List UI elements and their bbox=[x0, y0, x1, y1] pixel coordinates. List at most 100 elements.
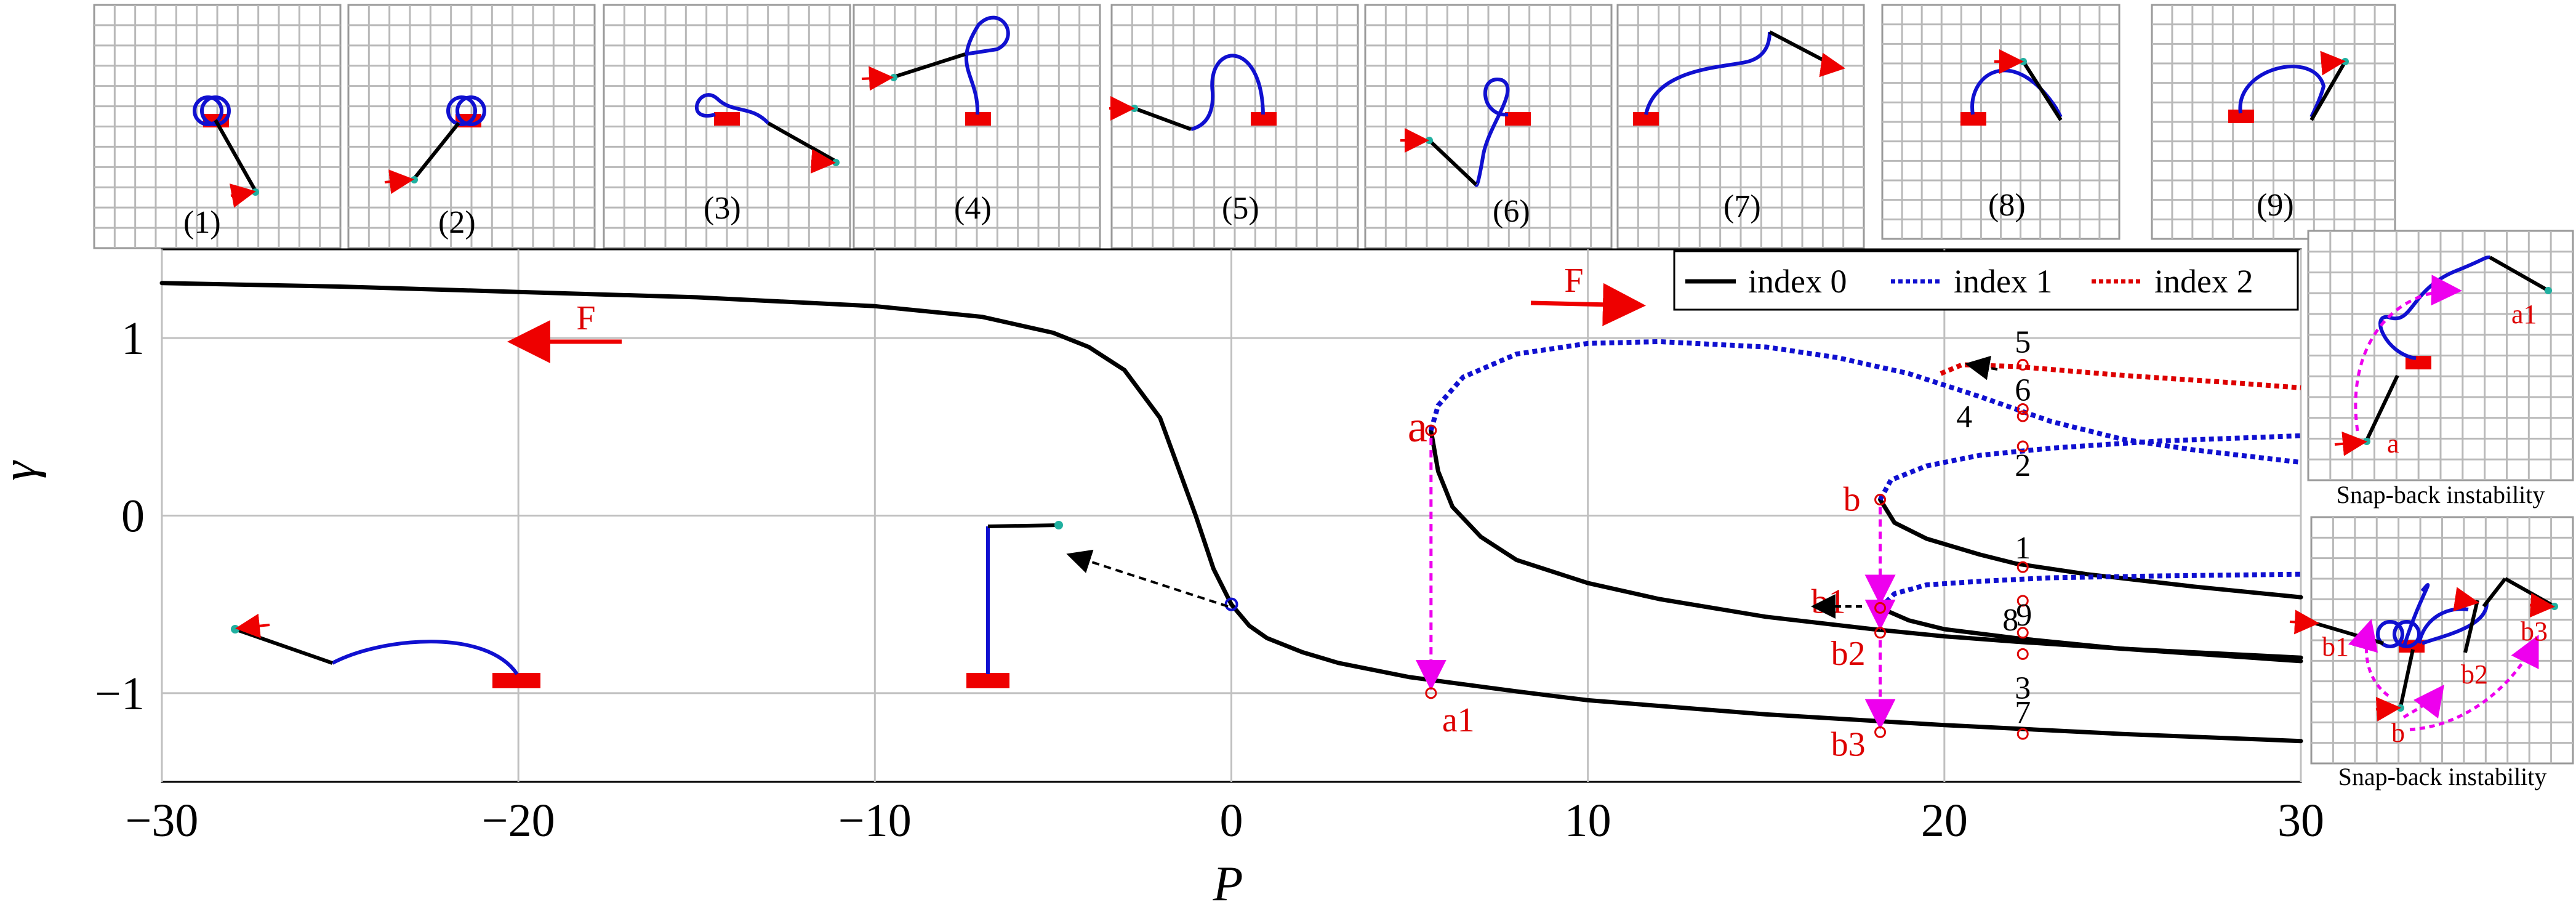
point-label: 2 bbox=[2015, 448, 2031, 483]
point-marker bbox=[1874, 627, 1887, 639]
legend-box bbox=[1673, 250, 2299, 311]
pointer-arrow bbox=[1965, 355, 1998, 380]
inset-3: (3) bbox=[603, 4, 851, 249]
tip-dot bbox=[231, 625, 239, 634]
rod-curve bbox=[1190, 54, 1265, 131]
snap-path-arrow bbox=[2409, 635, 2539, 731]
inset-8: (8) bbox=[1881, 4, 2121, 240]
inset-grid bbox=[1882, 5, 2119, 239]
rod-curve bbox=[1644, 31, 1772, 115]
force-arrow bbox=[2529, 593, 2555, 618]
point-label: b3 bbox=[1831, 725, 1866, 763]
rigid-segment bbox=[1133, 107, 1192, 131]
x-tick-label: −20 bbox=[482, 795, 555, 847]
tip-dot bbox=[1054, 521, 1063, 529]
point-label: a1 bbox=[1442, 701, 1475, 739]
series-index-0-branch bbox=[1429, 428, 2303, 660]
y-tick-label: 1 bbox=[121, 313, 145, 364]
point-label: 5 bbox=[2015, 324, 2031, 360]
top-insets: (1) (2) (3) bbox=[93, 4, 2396, 249]
right-inset-a: a a1 Snap-back instability bbox=[2307, 230, 2574, 509]
point-label: 8 bbox=[2002, 603, 2018, 638]
point-label: b1 bbox=[1812, 582, 1846, 621]
rigid-segment bbox=[2365, 374, 2399, 441]
gridlines bbox=[161, 249, 2302, 782]
inset-9: (9) bbox=[2151, 4, 2396, 240]
rod-curve bbox=[964, 15, 1010, 115]
inset-label: (5) bbox=[1222, 191, 1259, 226]
point-label: 7 bbox=[2015, 695, 2031, 730]
force-arrow bbox=[2375, 696, 2401, 722]
series-index-1-branch bbox=[1428, 339, 2301, 465]
tip-dot bbox=[252, 188, 259, 196]
point-marker bbox=[1425, 687, 1437, 699]
point-marker bbox=[1874, 494, 1887, 506]
clamp-block bbox=[1960, 112, 1986, 126]
equilibrium-point bbox=[1224, 597, 1238, 611]
inset-4: (4) bbox=[853, 4, 1101, 249]
force-annotation-left: F bbox=[507, 299, 622, 363]
y-tick-label: 0 bbox=[121, 491, 145, 542]
force-label: F bbox=[1564, 262, 1583, 300]
point-marker bbox=[2016, 561, 2029, 573]
force-label: F bbox=[576, 299, 595, 337]
x-tick-label: 0 bbox=[1220, 795, 1243, 847]
point-label: 9 bbox=[2016, 598, 2032, 633]
inset-label: (1) bbox=[183, 205, 221, 240]
inset-label: (6) bbox=[1493, 194, 1530, 229]
force-arrow bbox=[861, 66, 894, 91]
rod-curve bbox=[2238, 65, 2326, 118]
rigid-segment bbox=[214, 119, 257, 192]
snap-path-arrow bbox=[2402, 685, 2445, 719]
point-marker bbox=[2016, 728, 2029, 740]
inset-point-label: a1 bbox=[2511, 299, 2537, 329]
force-arrow bbox=[2453, 587, 2479, 612]
inset-label: (3) bbox=[704, 191, 741, 226]
point-label: b2 bbox=[1831, 635, 1866, 673]
inset-5: (5) bbox=[1109, 4, 1359, 249]
rigid-segment bbox=[412, 122, 460, 180]
point-marker bbox=[2016, 648, 2029, 660]
inset-point-label: b1 bbox=[2322, 632, 2349, 662]
legend: index 0 index 1 index 2 bbox=[1673, 250, 2299, 311]
tip-dot bbox=[2545, 287, 2552, 294]
point-label: 3 bbox=[2015, 670, 2031, 706]
x-tick-label: −30 bbox=[126, 795, 199, 847]
tip-dot bbox=[2341, 58, 2349, 65]
point-label: b bbox=[1844, 481, 1861, 519]
force-arrow bbox=[229, 183, 256, 208]
inset-1: (1) bbox=[93, 4, 342, 249]
point-marker bbox=[1874, 726, 1887, 738]
inset-label: (9) bbox=[2257, 188, 2294, 223]
legend-label-index-2: index 2 bbox=[2154, 263, 2253, 300]
inset-grid bbox=[1112, 5, 1358, 248]
pointer-arrow bbox=[1066, 549, 1229, 608]
rigid-segment bbox=[1427, 139, 1478, 187]
force-arrow bbox=[2289, 609, 2319, 635]
snap-path-arrow bbox=[2348, 619, 2389, 697]
inset-point-label: b bbox=[2391, 718, 2405, 748]
clamp-block bbox=[2228, 110, 2254, 123]
series-index-0-branch bbox=[159, 281, 2303, 744]
inset-label: (8) bbox=[1988, 188, 2026, 223]
rod-loop bbox=[446, 95, 477, 126]
inset-point-label: b2 bbox=[2461, 659, 2488, 690]
clamp-block bbox=[965, 112, 991, 126]
point-label: 6 bbox=[2015, 373, 2031, 408]
x-tick-label: 30 bbox=[2277, 795, 2324, 847]
inset-caption: Snap-back instability bbox=[2338, 763, 2547, 790]
rod-loop bbox=[193, 95, 223, 126]
point-marker bbox=[1425, 424, 1437, 436]
point-label: 1 bbox=[2015, 531, 2031, 566]
tip-dot bbox=[2551, 603, 2558, 610]
inset-label: (4) bbox=[954, 191, 992, 226]
rigid-segment bbox=[893, 52, 966, 79]
rod-loop bbox=[455, 95, 486, 126]
tip-dot bbox=[890, 74, 897, 81]
rod-curve bbox=[2421, 603, 2489, 645]
inset-label: (7) bbox=[1723, 189, 1761, 224]
inset-2: (2) bbox=[347, 4, 596, 249]
series-index-0-branch bbox=[1878, 605, 2303, 664]
force-arrow bbox=[384, 169, 414, 195]
